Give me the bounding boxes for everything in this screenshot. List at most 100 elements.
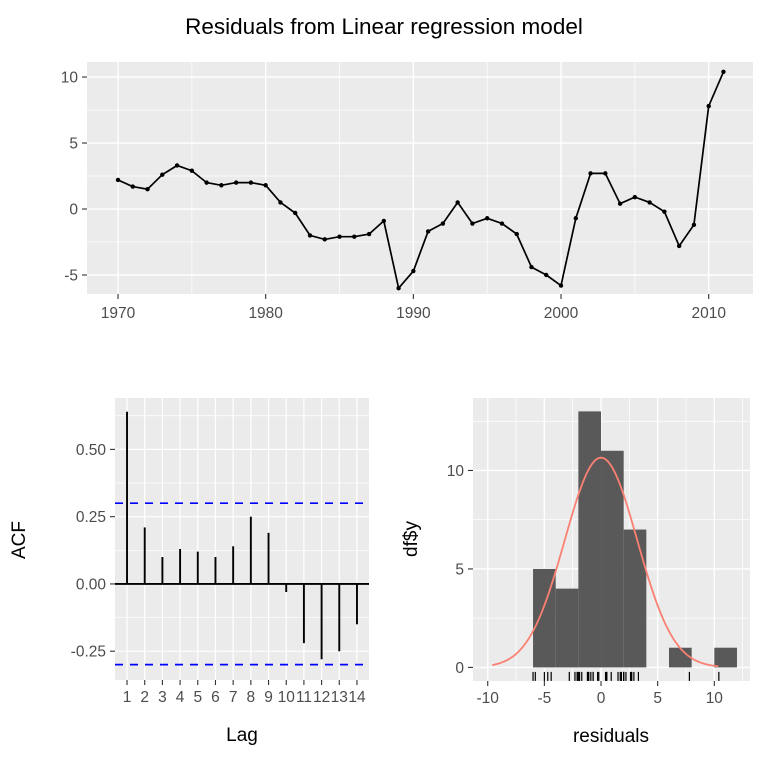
data-point [204, 180, 209, 185]
x-tick-label: 5 [653, 690, 662, 707]
normal-curve [492, 456, 719, 668]
y-tick-label: 0.25 [76, 509, 106, 526]
x-tick-label: 8 [247, 689, 256, 706]
x-tick-label: 0 [597, 690, 606, 707]
data-point [293, 210, 298, 216]
x-tick-label: 10 [278, 689, 296, 706]
y-tick-label: 5 [455, 561, 464, 578]
y-tick-label: 0 [69, 201, 78, 218]
x-tick-label: 2010 [691, 305, 726, 322]
data-point [130, 184, 135, 189]
x-tick-label: 7 [229, 689, 238, 706]
data-point [411, 268, 416, 274]
x-tick-label: 3 [158, 689, 167, 706]
data-point [455, 200, 460, 205]
histogram-bar [601, 450, 624, 668]
x-tick-label: 1 [123, 689, 132, 706]
histogram-bar [714, 647, 737, 668]
data-point [263, 183, 268, 188]
data-point [470, 221, 475, 226]
data-point [499, 221, 505, 226]
tick-labels: 1 2 3 4 5 6 7 8 9 10 11 12 13 14-0.250.000.250.50 [71, 442, 366, 706]
y-tick-label: -5 [64, 267, 78, 284]
data-point [558, 283, 564, 288]
data-point [662, 209, 667, 214]
data-point [174, 163, 180, 168]
x-tick-label: 2000 [544, 305, 579, 322]
x-tick-label: 6 [211, 689, 220, 706]
data-point [440, 221, 446, 226]
data-point [484, 216, 490, 221]
y-tick-label: 0.50 [76, 442, 107, 459]
x-tick-label: -10 [477, 690, 500, 707]
acf-bars [126, 411, 358, 660]
y-tick-label: -0.25 [71, 644, 106, 661]
data-point [691, 222, 697, 228]
histogram-bar [623, 529, 647, 668]
data-point [573, 216, 578, 221]
residuals-line [117, 71, 725, 291]
data-point [233, 180, 239, 185]
confidence-band-lines [115, 502, 369, 666]
data-point [366, 231, 372, 237]
tick-labels: -10 -5 0 5 10 0 5 10 [447, 463, 724, 707]
x-tick-label: 1980 [248, 305, 283, 322]
histogram-y-axis-title: df$y [401, 521, 422, 557]
data-point [603, 171, 608, 176]
data-point [307, 233, 313, 238]
gridlines-minor [115, 415, 369, 618]
x-tick-label: 4 [176, 689, 185, 706]
x-tick-label: 5 [193, 689, 202, 706]
data-point [381, 218, 387, 224]
histogram-bars [533, 411, 737, 668]
data-point [588, 171, 593, 176]
data-point [115, 177, 121, 183]
data-point [514, 231, 519, 237]
x-tick-label: 12 [313, 689, 330, 706]
acf-x-axis-title: Lag [226, 725, 258, 746]
y-tick-label: 10 [61, 69, 79, 86]
y-tick-label: 10 [447, 463, 465, 480]
panel-background [115, 398, 369, 680]
panel-background [87, 62, 753, 294]
data-point [647, 200, 652, 205]
histogram-bar [533, 568, 556, 668]
data-point [337, 234, 342, 239]
data-point [219, 183, 224, 188]
data-point [425, 229, 431, 234]
data-point [145, 187, 150, 192]
histogram-bar [555, 588, 579, 668]
data-point [396, 285, 401, 291]
histogram-x-axis-title: residuals [572, 726, 650, 747]
histogram-chart: -10 -5 0 5 10 0 5 10 [447, 398, 750, 707]
residuals-timeseries-chart: 1970 1980 1990 2000 2010 -5 0 5 10 [61, 62, 753, 322]
data-point [278, 200, 283, 205]
histogram-bar [578, 411, 602, 668]
data-point [248, 180, 254, 185]
gridlines-major [87, 62, 753, 294]
data-points [115, 69, 726, 291]
x-tick-label: 9 [264, 689, 273, 706]
acf-y-axis-title: ACF [9, 521, 30, 559]
plot-title: Residuals from Linear regression model [185, 14, 583, 39]
x-tick-label: 1970 [101, 305, 136, 322]
x-tick-label: -5 [537, 690, 551, 707]
x-tick-label: 10 [706, 690, 724, 707]
axis-ticks [110, 448, 358, 685]
data-point [706, 103, 711, 109]
data-point [529, 264, 534, 270]
y-tick-label: 0.00 [76, 576, 107, 593]
histogram-bar [668, 647, 692, 668]
x-tick-label: 1990 [396, 305, 431, 322]
data-point [322, 237, 327, 242]
data-point [352, 234, 357, 239]
x-tick-label: 14 [348, 689, 366, 706]
data-point [160, 172, 165, 177]
data-point [189, 168, 195, 173]
data-point [721, 69, 726, 74]
acf-chart: 1 2 3 4 5 6 7 8 9 10 11 12 13 14-0.250.000.250.50 [71, 398, 369, 706]
y-tick-label: 0 [455, 660, 464, 677]
y-tick-label: 5 [69, 135, 78, 152]
rug-marks [532, 671, 720, 681]
tick-labels: 1970 1980 1990 2000 2010 -5 0 5 10 [61, 69, 727, 322]
